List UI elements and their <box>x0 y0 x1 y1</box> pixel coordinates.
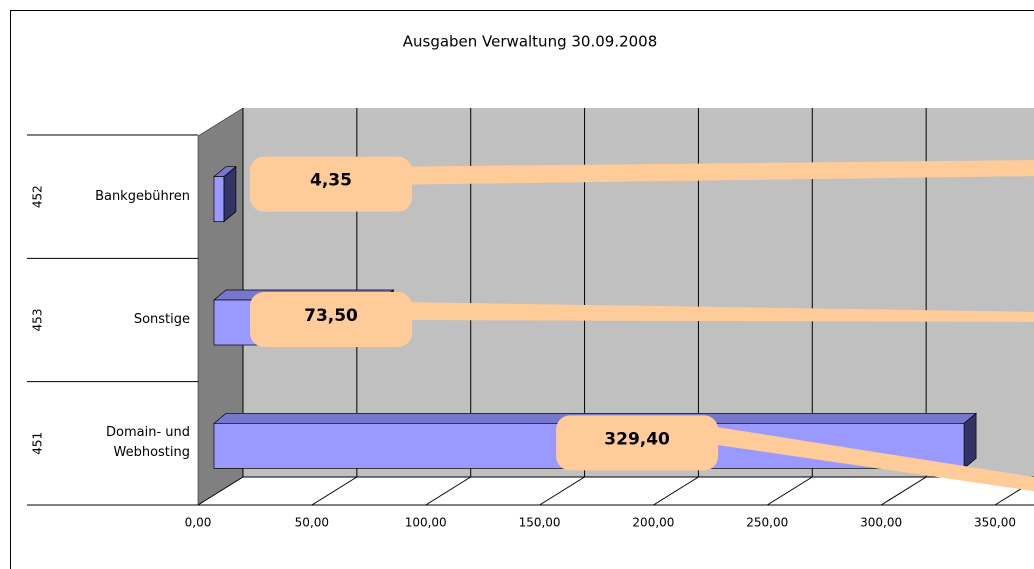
bar-side <box>223 165 237 223</box>
category-label: Sonstige <box>133 312 190 327</box>
category-label: Domain- und Webhosting <box>106 425 190 461</box>
group-label: 451 <box>31 432 45 455</box>
chart-title: Ausgaben Verwaltung 30.09.2008 <box>403 33 658 51</box>
x-tick-label: 150,00 <box>519 516 561 530</box>
data-label: 329,40 <box>604 429 670 449</box>
callout-tail <box>706 425 1034 492</box>
x-tick-label: 250,00 <box>746 516 788 530</box>
floor-grid-line <box>653 476 699 506</box>
x-tick-label: 100,00 <box>405 516 447 530</box>
bar <box>213 176 225 223</box>
callout <box>556 415 719 471</box>
floor-grid-line <box>197 476 244 506</box>
callout <box>250 292 412 347</box>
category-label: Bankgebühren <box>95 188 190 204</box>
x-tick-label: 350,00 <box>974 516 1016 530</box>
floor-grid-line <box>767 476 813 506</box>
floor-grid-line <box>880 476 927 506</box>
x-tick-label: 200,00 <box>632 516 674 530</box>
x-tick-label: 300,00 <box>860 516 902 530</box>
data-label: 4,35 <box>310 171 352 191</box>
callout-tail <box>400 302 1034 322</box>
group-label: 452 <box>31 185 45 208</box>
callout <box>250 156 412 212</box>
floor-grid-line <box>425 476 471 506</box>
data-label: 73,50 <box>304 306 358 326</box>
group-label: 453 <box>31 309 45 332</box>
callout-tail <box>400 160 1034 185</box>
x-tick-label: 50,00 <box>295 516 329 530</box>
floor-grid-line <box>311 476 358 506</box>
floor <box>198 477 1034 505</box>
x-tick-label: 0,00 <box>185 516 212 530</box>
floor-grid-line <box>539 476 585 506</box>
bar-side <box>963 412 977 470</box>
